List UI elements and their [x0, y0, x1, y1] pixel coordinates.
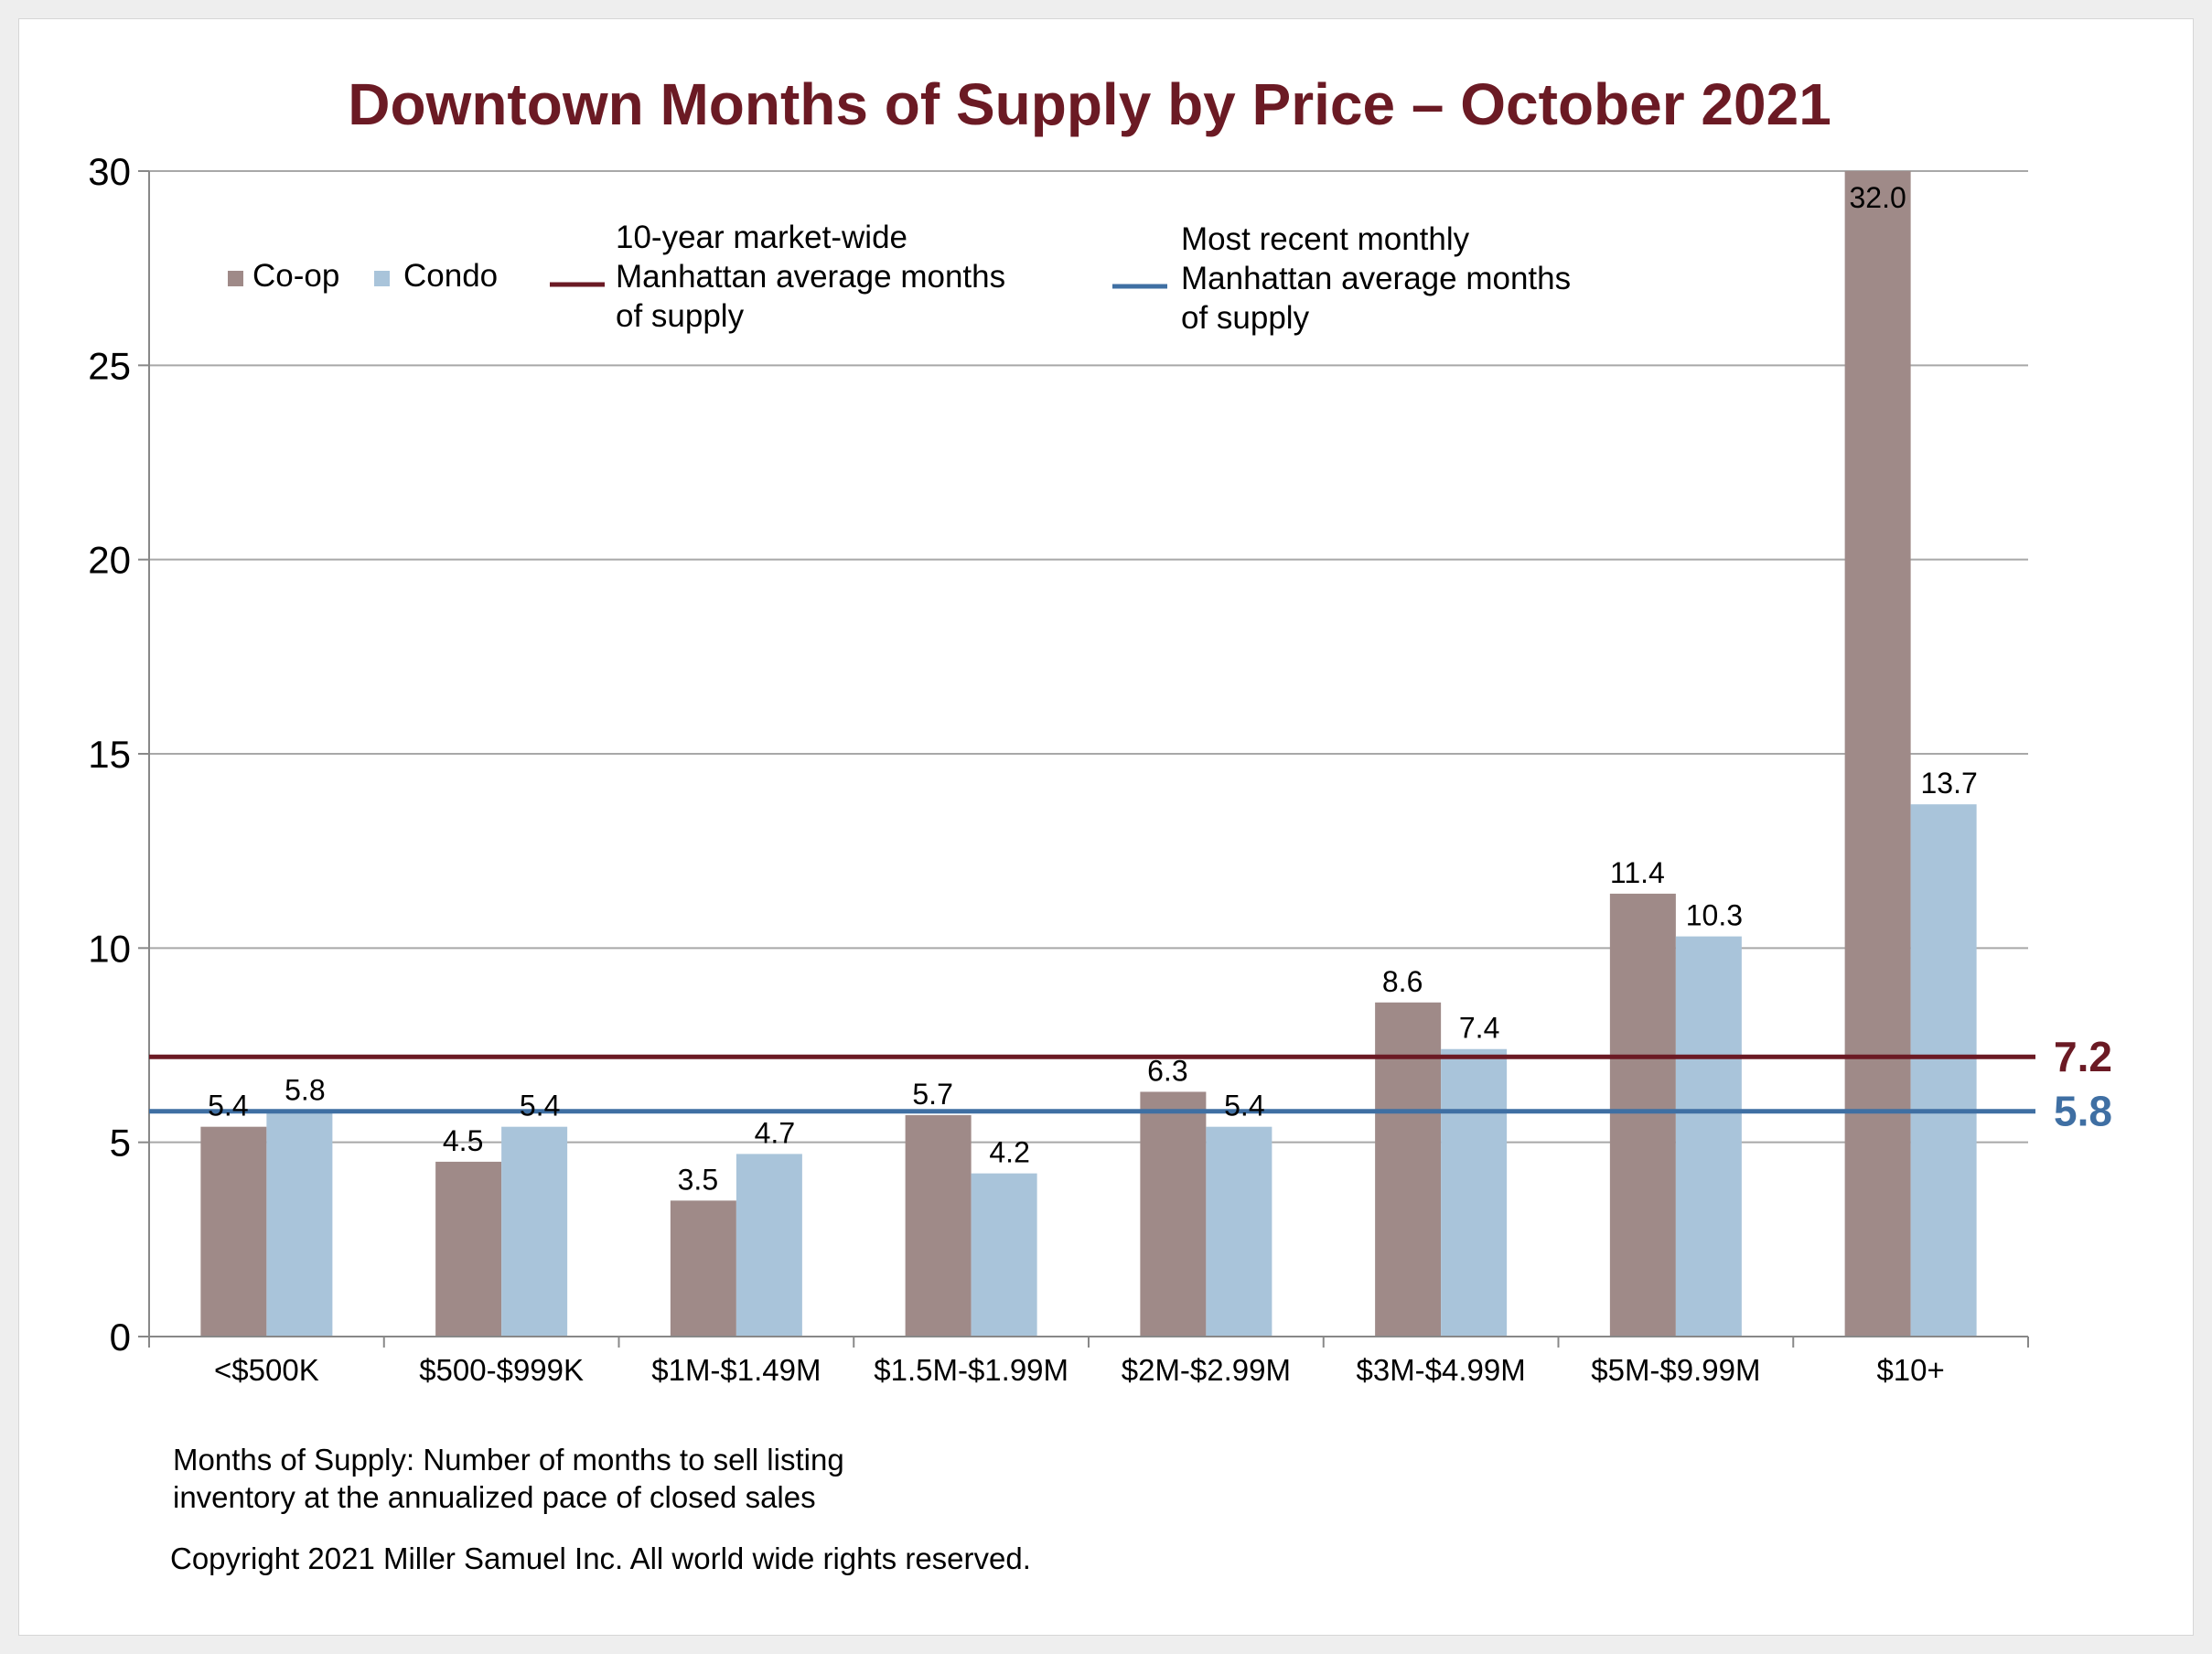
y-tick-label: 15	[88, 733, 131, 776]
y-tick-label: 10	[88, 927, 131, 970]
legend-label-condo: Condo	[403, 258, 498, 294]
legend-label-10yr-line3: of supply	[616, 298, 745, 334]
grid-lines	[149, 170, 2028, 1144]
bar-condo-4	[1206, 1126, 1272, 1337]
y-tick-label: 20	[88, 539, 131, 582]
bar-coop-1	[435, 1161, 502, 1337]
legend-label-10yr-line1: 10-year market-wide	[616, 220, 907, 255]
bar-coop-6	[1609, 893, 1676, 1337]
data-label-condo-6: 10.3	[1686, 899, 1743, 932]
footnote-line-2: inventory at the annualized pace of clos…	[173, 1480, 816, 1514]
bar-condo-1	[501, 1126, 568, 1337]
bar-condo-7	[1910, 804, 1977, 1337]
bar-coop-2	[670, 1200, 736, 1337]
data-label-coop-1: 4.5	[443, 1124, 483, 1157]
data-label-condo-5: 7.4	[1459, 1012, 1499, 1045]
data-label-coop-3: 5.7	[912, 1078, 952, 1111]
category-label-7: $10+	[1876, 1353, 1944, 1387]
data-label-condo-0: 5.8	[285, 1074, 325, 1107]
y-axis: 0 5 10 15 20 25 30	[88, 150, 150, 1359]
y-tick-label: 25	[88, 344, 131, 387]
chart-title: Downtown Months of Supply by Price – Oct…	[348, 71, 1831, 137]
bar-coop-5	[1375, 1002, 1442, 1337]
bar-coop-7	[1844, 171, 1911, 1337]
category-label-2: $1M-$1.49M	[651, 1353, 821, 1387]
data-labels: 5.4 5.8 4.5 5.4 3.5 4.7 5.7 4.2 6.3 5.4 8.6 7.4 11.4…	[208, 181, 1978, 1196]
data-label-coop-2: 3.5	[678, 1163, 718, 1196]
category-label-4: $2M-$2.99M	[1122, 1353, 1291, 1387]
category-label-6: $5M-$9.99M	[1591, 1353, 1760, 1387]
bar-condo-3	[971, 1173, 1037, 1337]
y-tick-label: 0	[110, 1316, 131, 1359]
data-label-coop-6: 11.4	[1610, 856, 1665, 889]
legend-swatch-coop	[228, 271, 243, 286]
data-label-condo-4: 5.4	[1224, 1090, 1264, 1122]
bar-condo-0	[266, 1111, 333, 1337]
data-label-coop-4: 6.3	[1147, 1054, 1187, 1087]
footnote-line-1: Months of Supply: Number of months to se…	[173, 1443, 844, 1477]
bar-coop-3	[905, 1114, 972, 1337]
category-label-1: $500-$999K	[419, 1353, 584, 1387]
x-axis: <$500K $500-$999K $1M-$1.49M $1.5M-$1.99M $2…	[148, 1336, 2029, 1387]
category-label-3: $1.5M-$1.99M	[874, 1353, 1068, 1387]
reference-lines: 7.2 5.8	[149, 1033, 2112, 1135]
bar-condo-2	[736, 1154, 802, 1337]
legend-label-recent-line1: Most recent monthly	[1181, 221, 1470, 257]
footnote: Months of Supply: Number of months to se…	[170, 1443, 1031, 1575]
bar-coop-4	[1140, 1091, 1207, 1337]
legend: Co-op Condo 10-year market-wide Manhatta…	[228, 220, 1571, 336]
legend-label-10yr-line2: Manhattan average months	[616, 259, 1005, 295]
chart-canvas: Downtown Months of Supply by Price – Oct…	[88, 71, 2112, 1575]
data-label-condo-7: 13.7	[1920, 767, 1977, 800]
y-tick-label: 5	[110, 1122, 131, 1165]
bar-coop-0	[200, 1126, 267, 1337]
copyright-notice: Copyright 2021 Miller Samuel Inc. All wo…	[170, 1541, 1031, 1575]
data-label-coop-5: 8.6	[1382, 965, 1423, 998]
chart-frame: Downtown Months of Supply by Price – Oct…	[18, 18, 2194, 1636]
bar-condo-5	[1441, 1048, 1508, 1337]
data-label-condo-2: 4.7	[755, 1116, 795, 1149]
data-label-condo-3: 4.2	[989, 1136, 1029, 1169]
legend-label-recent-line3: of supply	[1181, 300, 1310, 336]
data-label-coop-7: 32.0	[1849, 181, 1906, 214]
category-label-0: <$500K	[214, 1353, 319, 1387]
recent-average-line-value: 5.8	[2054, 1088, 2112, 1135]
legend-swatch-condo	[374, 271, 390, 286]
y-tick-label: 30	[88, 150, 131, 193]
bars	[200, 171, 1977, 1337]
bar-condo-6	[1675, 936, 1742, 1337]
ten-year-average-line-value: 7.2	[2054, 1033, 2112, 1080]
data-label-coop-0: 5.4	[208, 1090, 248, 1122]
data-label-condo-1: 5.4	[520, 1090, 560, 1122]
category-label-5: $3M-$4.99M	[1356, 1353, 1525, 1387]
legend-label-recent-line2: Manhattan average months	[1181, 261, 1571, 296]
legend-label-coop: Co-op	[252, 258, 339, 294]
